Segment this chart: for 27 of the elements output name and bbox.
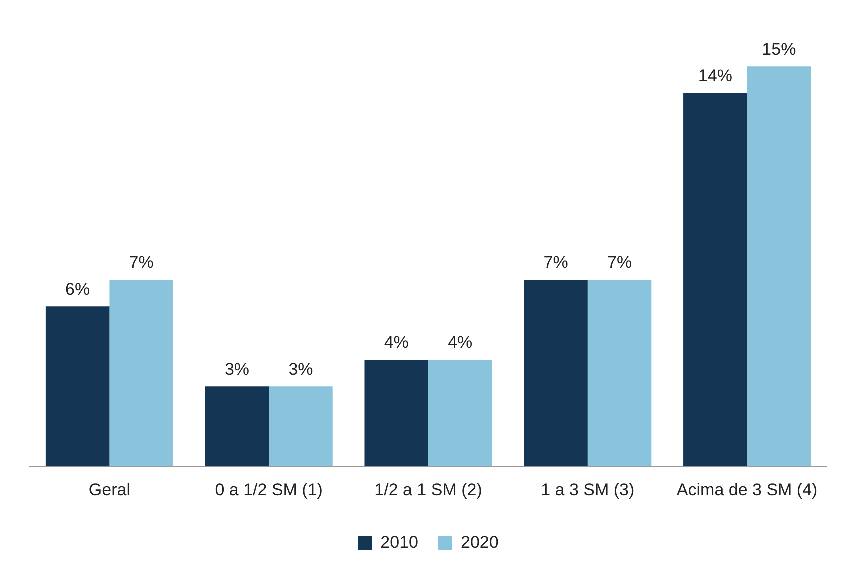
- bar: [588, 280, 652, 467]
- bar: [110, 280, 174, 467]
- bar: [46, 306, 110, 467]
- data-label: 4%: [384, 333, 409, 352]
- legend-label: 2010: [380, 533, 419, 552]
- data-label: 6%: [66, 280, 90, 299]
- data-label: 3%: [224, 360, 250, 379]
- data-label: 7%: [129, 253, 154, 272]
- legend-label: 2020: [461, 533, 499, 552]
- data-label: 7%: [544, 253, 568, 272]
- data-label: 4%: [448, 333, 473, 352]
- bar: [269, 386, 333, 467]
- x-tick-label: 0 a 1/2 SM (1): [215, 480, 323, 500]
- bar: [684, 93, 748, 467]
- bar: [747, 66, 812, 467]
- x-tick-label: Geral: [88, 480, 130, 500]
- bar: [364, 360, 428, 467]
- data-label: 7%: [607, 253, 632, 272]
- data-label: 15%: [762, 40, 796, 59]
- x-tick-label: 1 a 3 SM (3): [541, 480, 635, 500]
- data-label: 3%: [288, 360, 314, 379]
- x-tick-label: Acima de 3 SM (4): [676, 480, 818, 500]
- bar: [205, 386, 270, 467]
- data-label: 14%: [698, 66, 732, 86]
- bar: [524, 280, 588, 467]
- x-tick-label: 1/2 a 1 SM (2): [374, 480, 482, 500]
- bar: [428, 360, 492, 467]
